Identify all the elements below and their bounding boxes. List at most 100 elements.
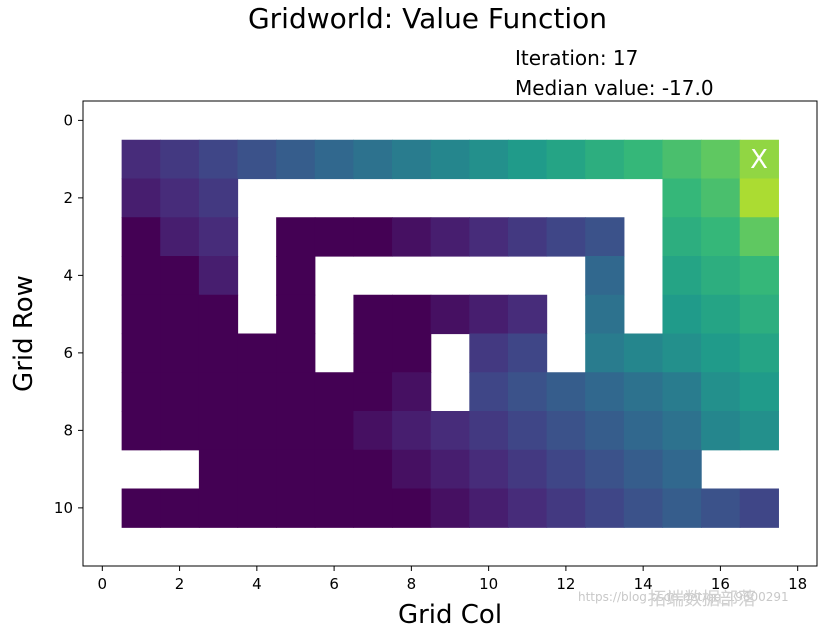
heatmap-cell: [739, 488, 779, 528]
heatmap-cell: [314, 449, 355, 490]
heatmap-cell: [585, 294, 625, 335]
heatmap-cell: [121, 372, 161, 412]
heatmap-cell: [701, 333, 741, 373]
heatmap-cell: [662, 333, 702, 373]
heatmap-cell: [507, 372, 548, 412]
heatmap-cell: [276, 217, 316, 257]
heatmap-cell: [160, 178, 200, 218]
heatmap-cell: [237, 411, 277, 451]
heatmap-cell: [121, 217, 161, 257]
x-tick-label: 12: [556, 575, 575, 593]
heatmap-cell: [198, 333, 239, 373]
heatmap-cell: [507, 217, 548, 257]
heatmap-cell: [469, 294, 509, 335]
heatmap-cell: [160, 411, 200, 451]
x-tick-label: 4: [252, 575, 262, 593]
heatmap-cell: [546, 449, 586, 490]
heatmap-cell: [662, 217, 702, 257]
heatmap-cell: [585, 449, 625, 490]
heatmap-cell: [662, 256, 702, 296]
heatmap-cell: [430, 411, 470, 451]
heatmap-cell: [392, 488, 432, 528]
heatmap-cell: [198, 294, 239, 335]
heatmap-cell: [160, 294, 200, 335]
heatmap-cell: [121, 333, 161, 373]
y-tick-label: 10: [54, 499, 73, 517]
plot-frame: [82, 100, 818, 567]
heatmap-cell: [507, 294, 548, 335]
heatmap-cell: [160, 488, 200, 528]
heatmap-cell: [430, 294, 470, 335]
heatmap-cell: [469, 449, 509, 490]
y-tick-label: 0: [63, 111, 73, 129]
heatmap-cell: [662, 294, 702, 335]
heatmap-cell: [198, 217, 239, 257]
heatmap-cell: [198, 449, 239, 490]
heatmap-cell: [392, 217, 432, 257]
heatmap-cell: [623, 139, 664, 180]
heatmap-cell: [546, 372, 586, 412]
heatmap-cell: [314, 411, 355, 451]
heatmap-cell: [507, 333, 548, 373]
heatmap-cell: [469, 217, 509, 257]
heatmap-cell: [314, 372, 355, 412]
heatmap-cell: [662, 449, 702, 490]
heatmap-cell: [623, 372, 664, 412]
heatmap-cell: [160, 139, 200, 180]
y-tick-label: 6: [63, 344, 73, 362]
heatmap-cell: [469, 372, 509, 412]
heatmap-cell: [585, 256, 625, 296]
heatmap-cell: [739, 333, 779, 373]
heatmap-cell: [662, 488, 702, 528]
heatmap-cell: [121, 139, 161, 180]
heatmap-cell: [430, 139, 470, 180]
heatmap-cell: [121, 488, 161, 528]
heatmap-cell: [701, 411, 741, 451]
heatmap-cell: [546, 217, 586, 257]
heatmap-cell: [353, 411, 393, 451]
heatmap-cell: [392, 294, 432, 335]
heatmap-cell: [585, 333, 625, 373]
heatmap-cell: [121, 294, 161, 335]
heatmap-cell: [739, 217, 779, 257]
heatmap-cell: [662, 178, 702, 218]
heatmap-cell: [701, 178, 741, 218]
heatmap-cell: [430, 217, 470, 257]
heatmap-cell: [469, 411, 509, 451]
heatmap-cell: [701, 488, 741, 528]
heatmap-cell: [623, 488, 664, 528]
heatmap-cell: [430, 449, 470, 490]
heatmap-cell: [121, 256, 161, 296]
x-tick-label: 14: [634, 575, 653, 593]
heatmap-cell: [392, 372, 432, 412]
heatmap-cell: [198, 411, 239, 451]
heatmap-cell: [546, 488, 586, 528]
watermark-url: https://blog.csdn.net/qq_19600291: [578, 590, 789, 604]
heatmap-cell: [276, 256, 316, 296]
x-tick-label: 8: [407, 575, 417, 593]
heatmap-cell: [353, 372, 393, 412]
heatmap-cell: [701, 294, 741, 335]
heatmap-cell: [701, 372, 741, 412]
heatmap-cell: [198, 256, 239, 296]
heatmap-cell: [276, 449, 316, 490]
heatmap-cell: [739, 178, 779, 218]
y-tick-label: 2: [63, 189, 73, 207]
x-axis-label: Grid Col: [398, 600, 502, 630]
heatmap-cell: [739, 411, 779, 451]
heatmap-cell: [121, 411, 161, 451]
heatmap-cell: [160, 217, 200, 257]
heatmap-cell: [198, 139, 239, 180]
heatmap-cell: [739, 372, 779, 412]
heatmap-cell: [662, 139, 702, 180]
heatmap-cell: [585, 217, 625, 257]
heatmap-cell: [701, 217, 741, 257]
y-tick-label: 4: [63, 266, 73, 284]
median-value-label: Median value: -17.0: [515, 76, 714, 100]
iteration-label: Iteration: 17: [515, 46, 639, 70]
heatmap-cell: [623, 449, 664, 490]
y-axis-label: Grid Row: [9, 275, 39, 392]
heatmap-cell: [276, 372, 316, 412]
heatmap-cell: [237, 449, 277, 490]
